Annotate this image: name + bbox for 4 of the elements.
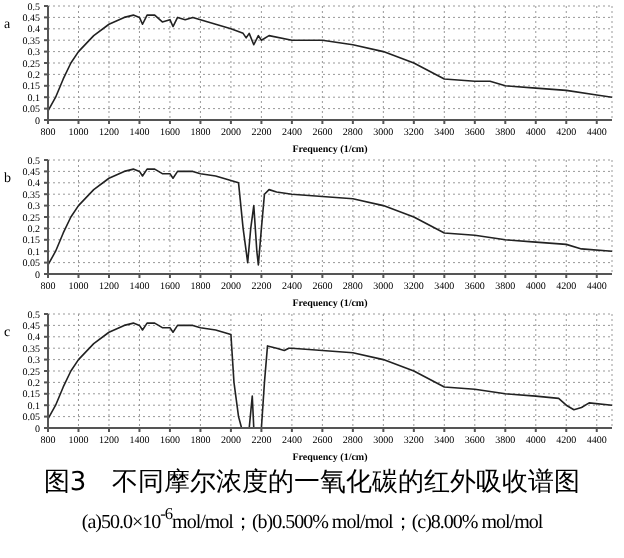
line-series bbox=[48, 168, 612, 266]
caption: 图3 不同摩尔浓度的一氧化碳的红外吸收谱图 bbox=[43, 468, 581, 498]
text: (a)50.0×10$^{-6}$mol/mol；(b)0.500% mol/mol；(c)8.00% mol/mol bbox=[81, 506, 543, 535]
line-series bbox=[48, 14, 612, 112]
